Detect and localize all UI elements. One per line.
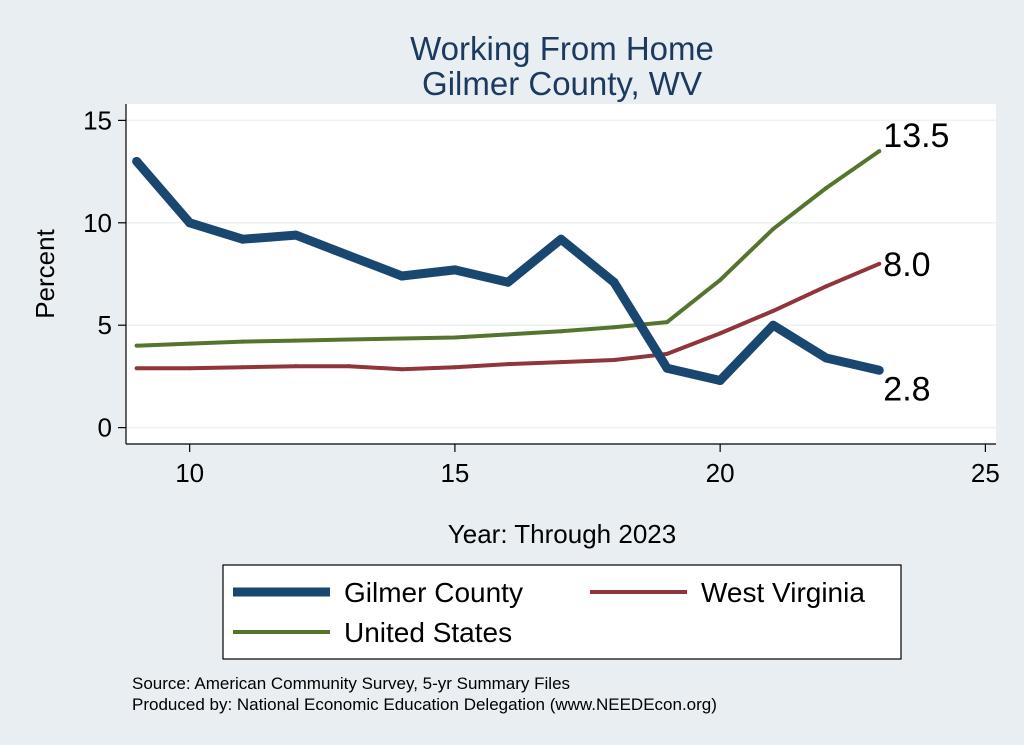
data-point-united-states (505, 332, 510, 337)
end-labels: 2.8 8.0 13.5 (883, 117, 949, 408)
data-point-west-virginia (187, 366, 192, 371)
legend-box (222, 564, 902, 660)
data-point-west-virginia (612, 358, 617, 363)
data-point-west-virginia (240, 365, 245, 370)
data-point-gilmer-county (768, 320, 778, 330)
legend: Gilmer County West Virginia United State… (222, 564, 902, 660)
data-point-united-states (240, 339, 245, 344)
data-point-gilmer-county (874, 365, 884, 375)
x-tick-label-20: 20 (706, 458, 735, 488)
data-point-west-virginia (877, 261, 882, 266)
data-point-gilmer-county (397, 271, 407, 281)
data-point-gilmer-county (291, 230, 301, 240)
data-point-united-states (559, 329, 563, 334)
data-point-united-states (187, 341, 192, 346)
y-tick-label-10: 10 (83, 208, 112, 238)
axes (125, 104, 996, 445)
data-point-west-virginia (559, 360, 563, 365)
data-point-gilmer-county (450, 265, 460, 275)
data-point-gilmer-county (185, 218, 195, 228)
x-axis-label: Year: Through 2023 (448, 519, 676, 549)
legend-label-gilmer-county: Gilmer County (344, 577, 523, 608)
data-point-gilmer-county (238, 234, 248, 244)
data-point-gilmer-county (609, 277, 619, 287)
plot-area (126, 104, 996, 444)
x-tick-label-25: 25 (971, 458, 1000, 488)
data-point-united-states (665, 320, 670, 325)
data-point-gilmer-county (344, 251, 354, 261)
legend-label-united-states: United States (344, 617, 512, 648)
data-point-united-states (134, 343, 139, 348)
data-point-gilmer-county (132, 156, 142, 166)
series-layer (132, 149, 884, 386)
data-point-united-states (452, 335, 457, 340)
data-point-west-virginia (399, 367, 404, 372)
producer-note: Produced by: National Economic Education… (132, 695, 717, 714)
data-point-west-virginia (824, 284, 829, 289)
data-point-gilmer-county (503, 277, 513, 287)
data-point-united-states (718, 278, 723, 283)
data-point-west-virginia (452, 365, 457, 370)
y-tick-label-0: 0 (98, 413, 112, 443)
data-point-west-virginia (346, 364, 351, 369)
data-point-gilmer-county (821, 353, 831, 363)
x-ticks: 10 15 20 25 (175, 444, 1000, 488)
data-point-united-states (771, 226, 776, 231)
end-label-gilmer-county: 2.8 (883, 370, 930, 408)
grid-lines (126, 119, 996, 429)
data-point-west-virginia (771, 308, 776, 313)
data-point-united-states (824, 185, 829, 190)
data-point-united-states (877, 149, 882, 154)
data-point-gilmer-county (662, 363, 672, 373)
data-point-gilmer-county (556, 234, 566, 244)
source-note: Source: American Community Survey, 5-yr … (132, 674, 570, 693)
x-tick-label-15: 15 (440, 458, 469, 488)
data-point-west-virginia (718, 331, 723, 336)
data-point-united-states (346, 337, 351, 342)
chart-title-line-2: Gilmer County, WV (422, 65, 702, 102)
end-label-west-virginia: 8.0 (883, 246, 930, 284)
legend-label-west-virginia: West Virginia (701, 577, 865, 608)
data-point-west-virginia (134, 366, 139, 371)
data-point-united-states (612, 325, 617, 330)
data-point-united-states (399, 336, 404, 341)
y-tick-label-5: 5 (98, 310, 112, 340)
data-point-united-states (293, 338, 298, 343)
data-point-west-virginia (665, 351, 670, 356)
y-tick-label-15: 15 (83, 105, 112, 135)
end-label-united-states: 13.5 (883, 117, 949, 155)
y-axis-label: Percent (30, 228, 60, 318)
data-point-west-virginia (293, 364, 298, 369)
y-ticks: 0 5 10 15 (83, 105, 126, 443)
data-point-gilmer-county (715, 376, 725, 386)
chart-title-line-1: Working From Home (410, 30, 714, 67)
data-point-west-virginia (505, 362, 510, 367)
x-tick-label-10: 10 (175, 458, 204, 488)
